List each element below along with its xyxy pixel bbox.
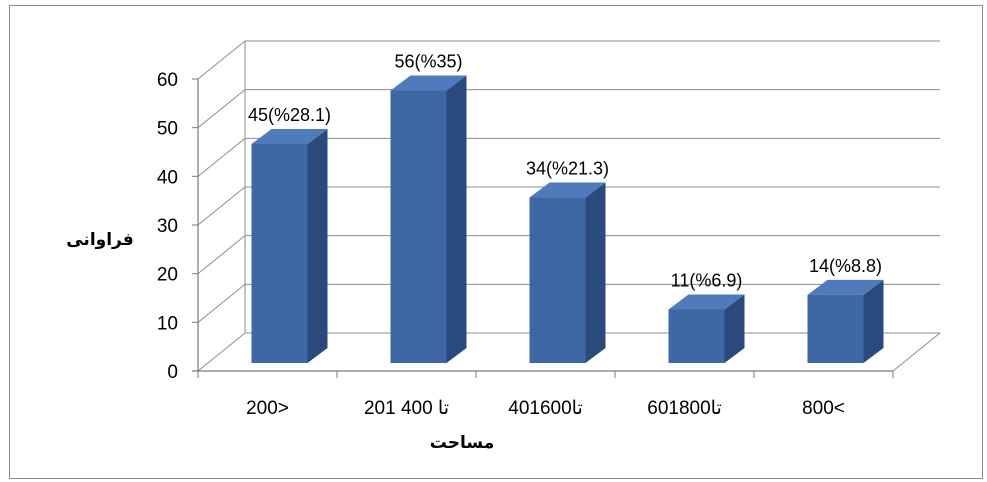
x-tick-label: 800< (802, 398, 845, 419)
bar-chart: 0 10 20 30 40 50 60 200> 201 تا 400 401تا600 601ت… (66, 40, 941, 453)
y-tick-label: 40 (157, 167, 178, 188)
bar (390, 75, 467, 363)
bar-data-label: 11(%6.9) (671, 270, 743, 290)
side-gridline (197, 332, 246, 372)
bar-top (390, 75, 467, 91)
bar-data-label: 34(%21.3) (526, 159, 609, 179)
bar-side (307, 129, 328, 363)
y-tick-label: 60 (157, 70, 178, 91)
bar-top (807, 279, 884, 295)
bar-side (585, 182, 606, 363)
bar-data-label: 45(%28.1) (248, 105, 331, 125)
y-axis-title: فراوانی (66, 230, 134, 250)
bar (807, 279, 884, 363)
x-tick-label: 200> (246, 398, 289, 419)
bars (251, 75, 884, 363)
bar-front (251, 144, 308, 363)
bar-top (529, 182, 606, 198)
x-tick-label: 601تا800 (647, 398, 721, 419)
chart-frame: 0 10 20 30 40 50 60 200> 201 تا 400 401تا600 601ت… (9, 5, 983, 479)
bar-front (807, 294, 864, 363)
floor-right-edge (892, 332, 941, 372)
bar (668, 294, 745, 363)
bar-side (724, 294, 745, 363)
bar (529, 182, 606, 363)
side-gridline (197, 186, 246, 226)
bar (251, 129, 328, 363)
bar-top (668, 294, 745, 310)
data-labels: 45(%28.1) 56(%35) 34(%21.3) 11(%6.9) 14(%8.8… (248, 51, 882, 290)
bar-top (251, 129, 328, 144)
x-tick-label: 201 تا 400 (364, 398, 449, 419)
bar-data-label: 14(%8.8) (809, 256, 882, 276)
side-gridline (197, 40, 246, 80)
y-tick-labels: 0 10 20 30 40 50 60 (157, 70, 178, 383)
x-tick-labels: 200> 201 تا 400 401تا600 601تا800 800< (246, 398, 845, 419)
y-tick-label: 20 (157, 265, 178, 286)
y-tick-label: 10 (157, 313, 178, 334)
bar-data-label: 56(%35) (394, 51, 462, 71)
y-tick-label: 0 (167, 362, 178, 383)
bar-front (390, 90, 447, 363)
x-axis-title: مساحت (430, 433, 494, 453)
y-tick-label: 50 (157, 119, 178, 140)
side-gridline (197, 137, 246, 177)
x-tick-label: 401تا600 (508, 398, 582, 419)
bar-front (668, 309, 725, 363)
bar-side (446, 75, 467, 363)
bar-side (863, 279, 884, 363)
side-gridline (197, 235, 246, 275)
bar-front (529, 197, 586, 363)
y-tick-label: 30 (157, 216, 178, 237)
side-gridline (197, 89, 246, 129)
side-gridline (197, 283, 246, 323)
